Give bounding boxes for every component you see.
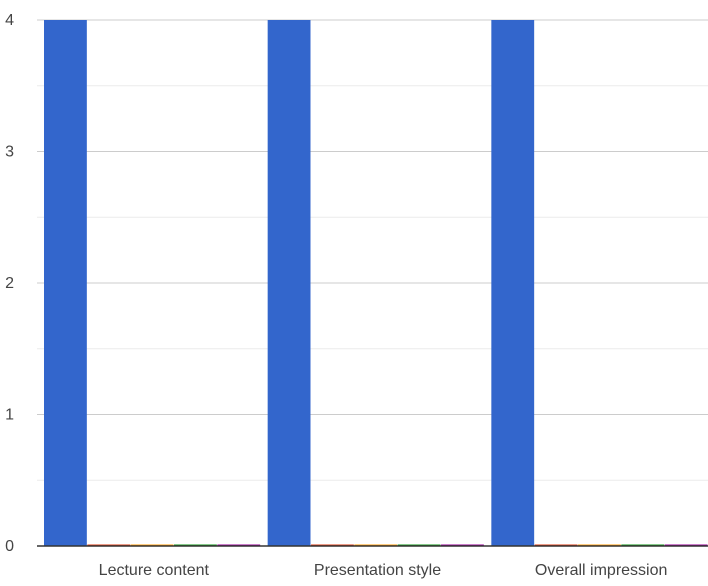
- y-tick-label: 3: [5, 144, 14, 161]
- y-tick-label: 0: [5, 538, 14, 555]
- x-category-label: Lecture content: [99, 562, 210, 579]
- y-axis-ticks: 0 1 2 3 4: [5, 12, 14, 555]
- x-category-label: Overall impression: [535, 562, 667, 579]
- bars: [44, 20, 708, 546]
- y-tick-label: 4: [5, 12, 14, 29]
- y-tick-label: 1: [5, 407, 14, 424]
- y-tick-label: 2: [5, 275, 14, 292]
- x-axis-categories: Lecture content Presentation style Overall…: [99, 562, 668, 579]
- bar-0-series-0: [44, 20, 87, 546]
- bar-1-series-0: [267, 20, 311, 546]
- x-category-label: Presentation style: [314, 562, 441, 579]
- gridlines: [37, 19, 708, 481]
- bar-2-series-0: [491, 20, 535, 546]
